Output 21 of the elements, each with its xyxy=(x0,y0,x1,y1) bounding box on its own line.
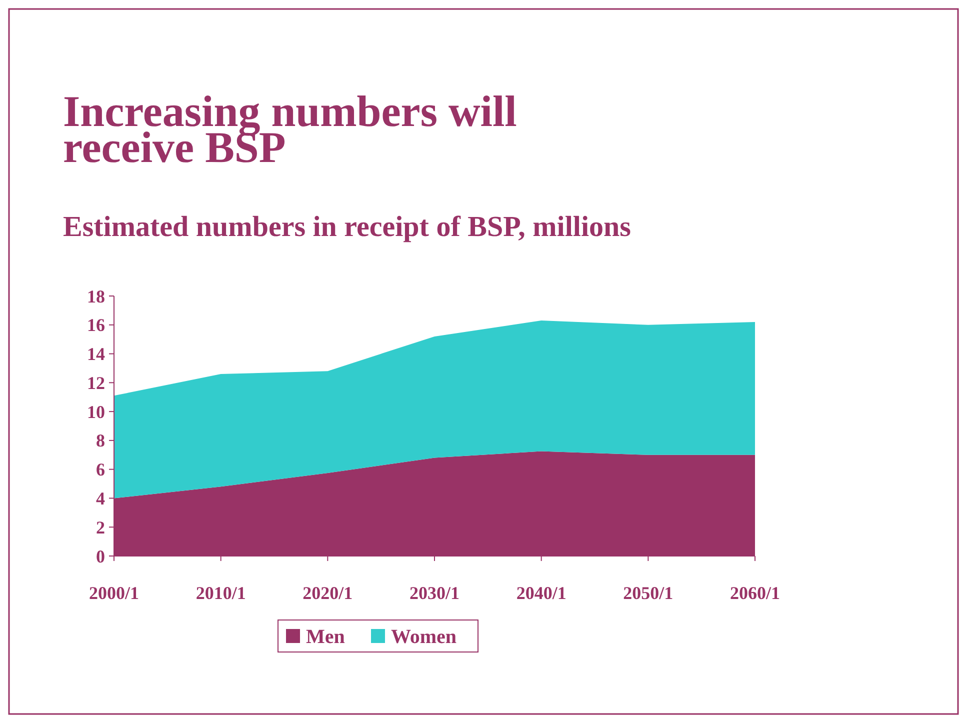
y-tick-label: 6 xyxy=(96,460,105,480)
x-tick-label: 2030/1 xyxy=(409,583,460,603)
y-tick-label: 18 xyxy=(87,286,105,306)
legend-label: Women xyxy=(391,626,457,648)
x-tick-label: 2020/1 xyxy=(302,583,353,603)
y-tick-label: 16 xyxy=(87,315,105,336)
x-tick-label: 2050/1 xyxy=(623,583,674,603)
y-tick-label: 12 xyxy=(87,372,105,393)
x-tick-label: 2000/1 xyxy=(88,583,140,603)
y-tick-label: 8 xyxy=(96,430,105,451)
y-tick-label: 4 xyxy=(96,488,105,509)
chart-subtitle: Estimated numbers in receipt of BSP, millions xyxy=(63,211,631,243)
chart-title: Increasing numbers will receive BSP xyxy=(63,87,517,172)
legend-label: Men xyxy=(306,626,345,648)
y-tick-label: 2 xyxy=(96,517,105,538)
y-tick-label: 10 xyxy=(87,402,105,422)
y-tick-label: 0 xyxy=(96,546,105,566)
x-tick-label: 2040/1 xyxy=(516,583,566,603)
x-tick-label: 2010/1 xyxy=(196,583,246,603)
x-tick-label: 2060/1 xyxy=(730,583,780,603)
y-tick-label: 14 xyxy=(87,344,105,364)
